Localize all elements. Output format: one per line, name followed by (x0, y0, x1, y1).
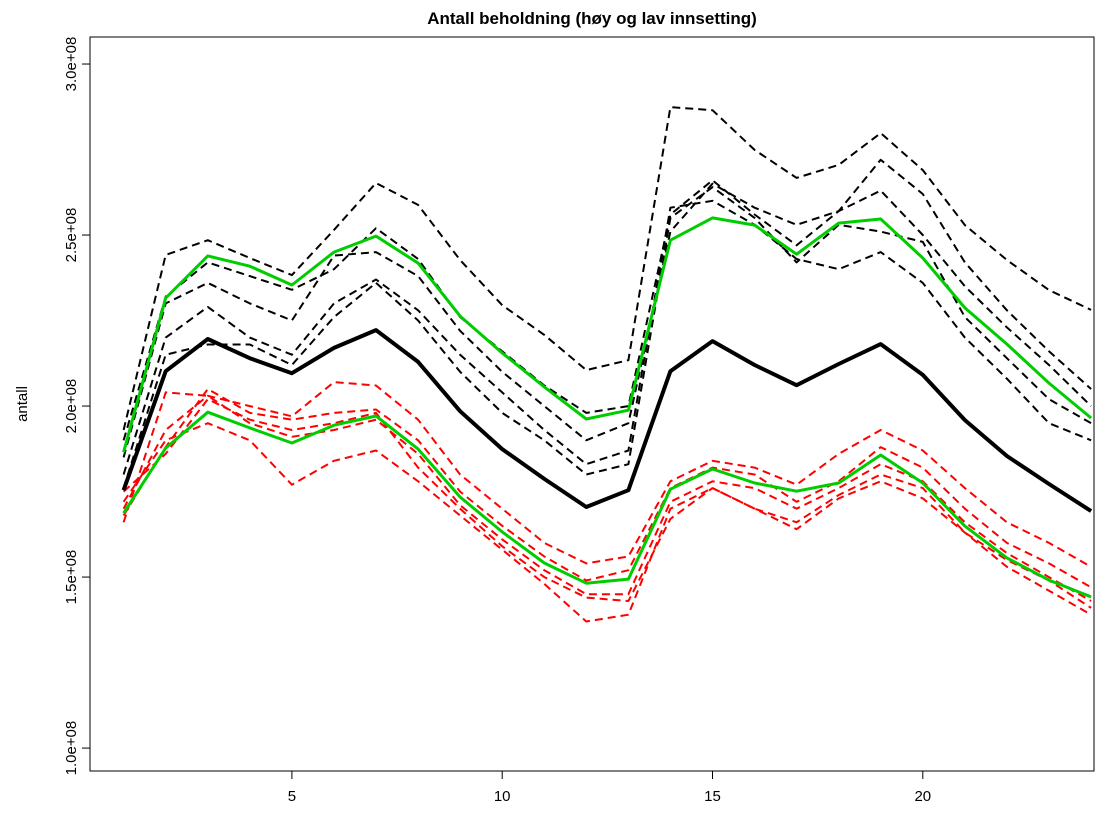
y-tick-label: 2.5e+08 (63, 208, 80, 263)
chart-title: Antall beholdning (høy og lav innsetting… (427, 9, 757, 28)
series-line (122, 381, 1092, 568)
series-line (122, 106, 1092, 431)
series-line (122, 391, 1092, 602)
y-tick-label: 1.0e+08 (63, 721, 80, 776)
y-axis-label: antall (14, 386, 31, 422)
series-line (121, 328, 1093, 513)
series-line (122, 199, 1092, 475)
y-tick-label: 3.0e+08 (63, 37, 80, 92)
series-line (122, 158, 1092, 458)
x-tick-label: 15 (704, 788, 721, 805)
y-tick-label: 1.5e+08 (63, 550, 80, 605)
plot-frame (89, 36, 1095, 772)
series-line (122, 388, 1092, 589)
series-line (122, 410, 1092, 599)
x-tick-label: 20 (914, 788, 931, 805)
y-tick-label: 2.0e+08 (63, 379, 80, 434)
series-line (122, 186, 1092, 489)
series-line (122, 422, 1092, 623)
series-line (122, 179, 1092, 441)
series-line (122, 398, 1092, 609)
x-tick-label: 10 (494, 788, 511, 805)
series-line (122, 216, 1093, 453)
x-tick-label: 5 (288, 788, 296, 805)
